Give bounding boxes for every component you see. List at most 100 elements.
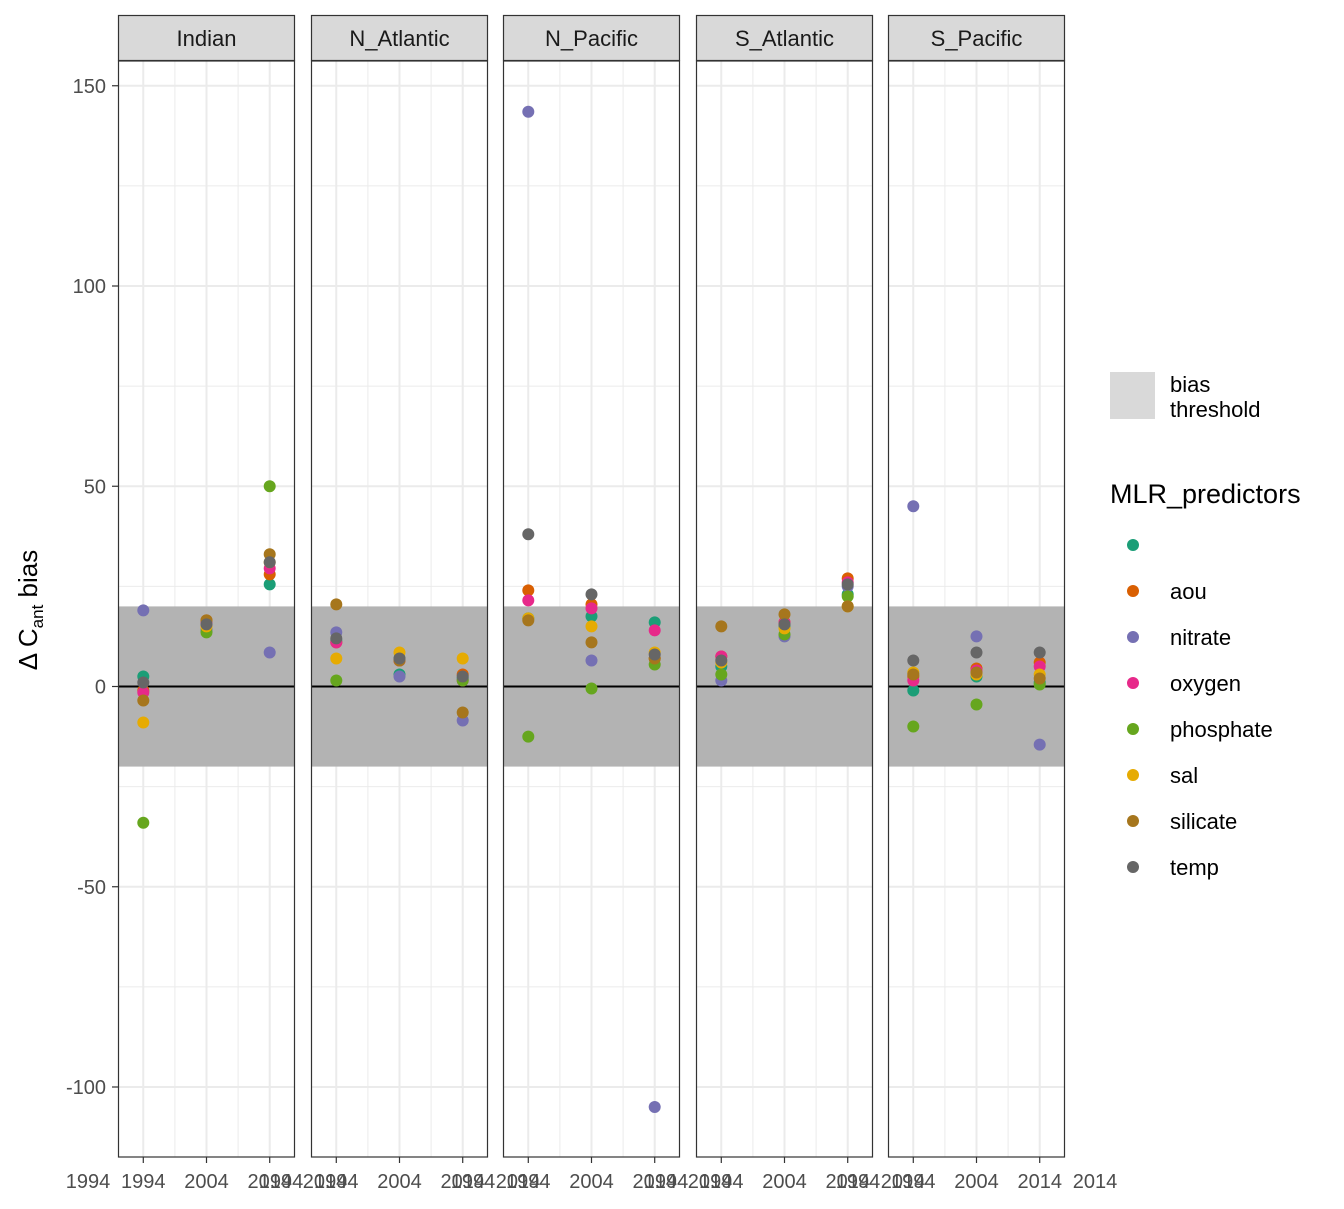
data-point: [778, 608, 791, 621]
y-axis-title-subscript: ant: [28, 604, 47, 628]
facet-strip-label: S_Pacific: [931, 26, 1023, 51]
facet-strip: [695, 14, 874, 62]
data-point: [330, 674, 343, 687]
data-point: [1033, 672, 1046, 685]
data-point: [841, 600, 854, 613]
y-tick-label: 150: [73, 76, 106, 98]
y-tick-label: -100: [66, 1077, 106, 1099]
data-point: [263, 480, 276, 493]
x-tick-label: 2004: [377, 1171, 422, 1193]
x-tick-label: 2004: [184, 1171, 229, 1193]
data-point: [522, 528, 535, 541]
legend-band-swatch: [1110, 372, 1155, 419]
x-tick-label: 2014: [1017, 1171, 1062, 1193]
x-tick-label: 2014: [825, 1171, 870, 1193]
facet-strip-label: N_Atlantic: [349, 26, 449, 51]
y-tick-label: 100: [73, 276, 106, 298]
facet-strip-label: S_Atlantic: [735, 26, 834, 51]
data-point: [330, 598, 343, 611]
y-axis-title: Δ Cant bias: [13, 550, 47, 671]
x-tick-label: 1994: [891, 1171, 936, 1193]
x-tick-label: 2014: [247, 1171, 292, 1193]
legend-label: oxygen: [1170, 671, 1241, 696]
data-point: [137, 816, 150, 829]
data-point: [330, 632, 343, 645]
y-axis: -100 -50 0 50 100 150: [66, 76, 118, 1099]
data-point: [137, 676, 150, 689]
data-point: [907, 668, 920, 681]
data-point: [585, 602, 598, 615]
legend-band-label-line1: bias: [1170, 372, 1210, 397]
data-point: [841, 578, 854, 591]
legend-label: sal: [1170, 763, 1198, 788]
y-tick-label: 50: [84, 476, 106, 498]
data-point: [585, 654, 598, 667]
facet-strip-label: N_Pacific: [545, 26, 638, 51]
data-point: [585, 682, 598, 695]
facet-strip: [502, 14, 681, 62]
facet-strip: [117, 14, 296, 62]
data-point: [522, 594, 535, 607]
data-point: [522, 614, 535, 627]
y-axis-title-symbol: Δ C: [13, 628, 43, 670]
legend-label: aou: [1170, 579, 1207, 604]
data-point: [648, 624, 661, 637]
x-tick-label: 1994: [836, 1171, 881, 1193]
x-tick-label: 1994: [259, 1171, 304, 1193]
legend-label: temp: [1170, 855, 1219, 880]
x-tick-label: 2004: [762, 1171, 807, 1193]
x-tick-label: 1994: [121, 1171, 166, 1193]
data-point: [970, 646, 983, 659]
x-tick-label: 2004: [954, 1171, 999, 1193]
data-point: [456, 652, 469, 665]
data-point: [585, 636, 598, 649]
x-tick-label: 1994: [314, 1171, 359, 1193]
legend-label: phosphate: [1170, 717, 1273, 742]
x-tick-label: 1994: [66, 1171, 111, 1193]
data-points: [137, 105, 1046, 1113]
data-point: [715, 620, 728, 633]
data-point: [330, 652, 343, 665]
legend-key: [1127, 861, 1139, 873]
x-tick-label: 1994: [506, 1171, 551, 1193]
data-point: [456, 670, 469, 683]
x-tick-label: 2014: [688, 1171, 733, 1193]
data-point: [1033, 646, 1046, 659]
data-point: [907, 720, 920, 733]
data-point: [137, 716, 150, 729]
legend-band-label-line2: threshold: [1170, 397, 1261, 422]
data-point: [137, 694, 150, 707]
x-tick-label: 2014: [632, 1171, 677, 1193]
y-tick-label: 0: [95, 677, 106, 699]
data-point: [648, 648, 661, 661]
data-point: [715, 654, 728, 667]
data-point: [715, 668, 728, 681]
series-temp: [137, 528, 1046, 689]
x-tick-label: 2004: [569, 1171, 614, 1193]
data-point: [137, 604, 150, 617]
x-tick-label: 1994: [644, 1171, 689, 1193]
facet-strip-label: Indian: [177, 26, 237, 51]
facet-panel-s-pacific: S_Pacific 1994 1994 2004 2014 2014: [836, 14, 1118, 1193]
data-point: [970, 666, 983, 679]
facet-strip: [887, 14, 1066, 62]
data-point: [263, 556, 276, 569]
data-point: [456, 706, 469, 719]
facet-panel-s-atlantic: S_Atlantic 1994 1994 2004 2014 2014: [644, 14, 925, 1193]
data-point: [907, 654, 920, 667]
data-point: [648, 1101, 661, 1113]
data-point: [1033, 738, 1046, 751]
legend-key: [1127, 677, 1139, 689]
data-point: [393, 670, 406, 683]
x-tick-label: 2014: [440, 1171, 485, 1193]
data-point: [263, 646, 276, 659]
facet-panel-n-atlantic: N_Atlantic 1994 1994 2004 2014 2014: [259, 14, 540, 1193]
x-tick-label: 1994: [451, 1171, 496, 1193]
data-point: [841, 590, 854, 603]
data-point: [585, 588, 598, 601]
data-point: [907, 500, 920, 513]
legend-key: [1127, 815, 1139, 827]
x-tick-label: 1994: [699, 1171, 744, 1193]
x-tick-label: 2014: [1073, 1171, 1118, 1193]
